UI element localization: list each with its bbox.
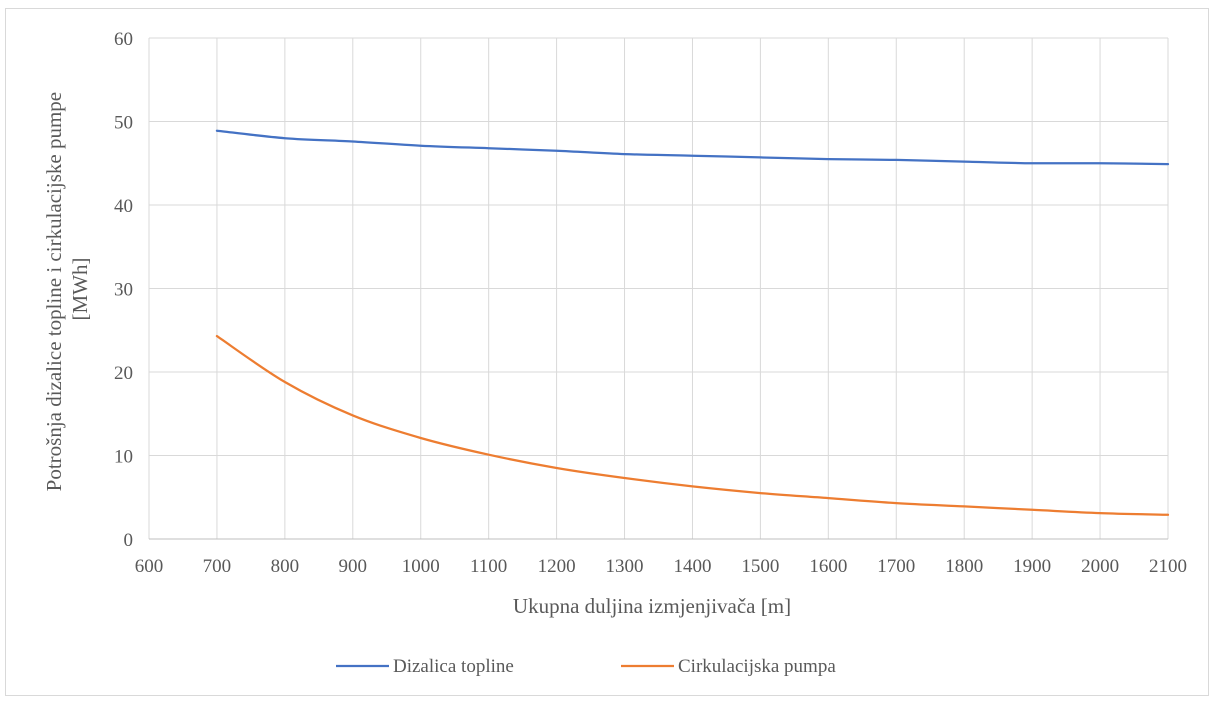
x-tick-label: 1700 — [877, 556, 915, 577]
x-tick-label: 2100 — [1149, 556, 1187, 577]
y-tick-label: 40 — [114, 196, 133, 217]
x-axis-tick-labels: 600 700 800 900 1000 1100 1200 1300 1400 1500 1600… — [135, 556, 1187, 577]
y-tick-label: 20 — [114, 363, 133, 384]
x-tick-label: 700 — [203, 556, 232, 577]
x-tick-label: 2000 — [1081, 556, 1119, 577]
y-tick-label: 60 — [114, 29, 133, 50]
y-axis-tick-labels: 0 10 20 30 40 50 60 — [114, 29, 133, 551]
y-axis-title: Potrošnja dizalice topline i cirkulacijs… — [42, 87, 92, 492]
x-tick-label: 1000 — [402, 556, 440, 577]
y-axis-title-line-1: Potrošnja dizalice topline i cirkulacijs… — [42, 92, 66, 491]
x-tick-label: 900 — [339, 556, 368, 577]
x-axis-title: Ukupna duljina izmjenjivača [m] — [513, 594, 791, 618]
y-tick-label: 0 — [124, 530, 134, 551]
legend-label: Dizalica topline — [393, 656, 514, 677]
x-tick-label: 1100 — [470, 556, 507, 577]
x-tick-label: 1300 — [606, 556, 644, 577]
x-tick-label: 1400 — [673, 556, 711, 577]
chart-area — [5, 8, 1209, 696]
y-tick-label: 30 — [114, 280, 133, 301]
x-tick-label: 1500 — [741, 556, 779, 577]
y-tick-label: 10 — [114, 447, 133, 468]
gridlines — [148, 37, 1169, 540]
x-tick-label: 1200 — [538, 556, 576, 577]
y-tick-label: 50 — [114, 113, 133, 134]
x-tick-label: 600 — [135, 556, 164, 577]
series-lines — [215, 129, 1170, 516]
series-line-cirkulacijska-pumpa — [215, 334, 1170, 516]
legend-label: Cirkulacijska pumpa — [678, 656, 836, 677]
x-tick-label: 800 — [271, 556, 300, 577]
x-tick-label: 1900 — [1013, 556, 1051, 577]
y-axis-title-line-2: [MWh] — [68, 258, 92, 321]
x-tick-label: 1600 — [809, 556, 847, 577]
x-tick-label: 1800 — [945, 556, 983, 577]
series-line-dizalica-topline — [215, 129, 1170, 166]
legend: Dizalica topline Cirkulacijska pumpa — [336, 656, 836, 677]
